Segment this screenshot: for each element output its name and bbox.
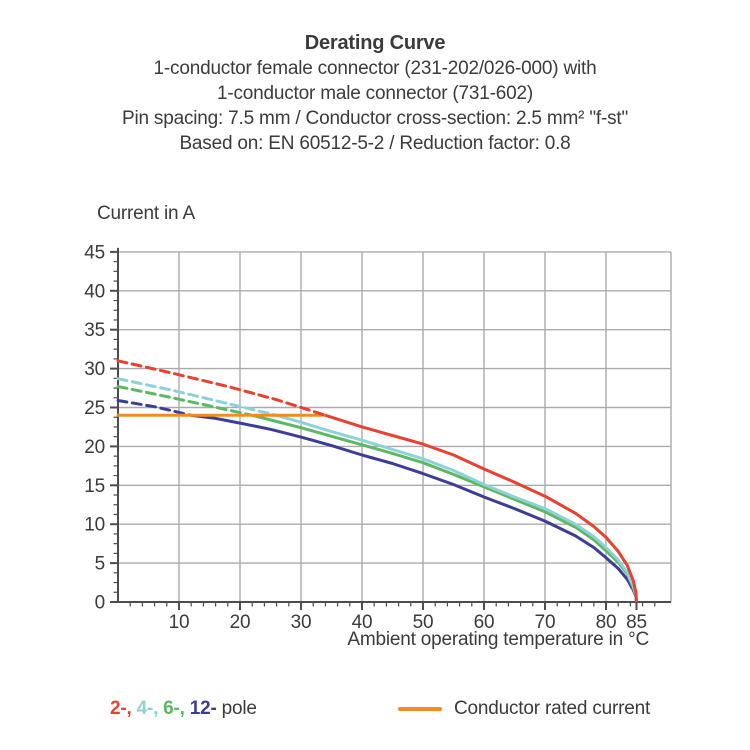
subtitle-line-3: Pin spacing: 7.5 mm / Conductor cross-se…: [121, 108, 628, 129]
x-tick-label: 30: [291, 612, 312, 633]
pole-legend-item: 12-: [189, 698, 217, 719]
y-tick-label: 40: [84, 281, 105, 302]
curve-6-pole-solid: [251, 413, 638, 603]
chart-title: Derating Curve: [304, 32, 446, 54]
x-tick-label: 50: [413, 612, 434, 633]
curve-4-pole-solid: [276, 413, 638, 603]
x-tick-label: 20: [230, 612, 251, 633]
rated-current-label: Conductor rated current: [454, 698, 651, 719]
x-tick-label: 10: [169, 612, 190, 633]
y-tick-label: 25: [84, 398, 105, 419]
x-tick-label: 85: [626, 612, 647, 633]
y-tick-label: 15: [84, 476, 105, 497]
rated-current-line-swatch: [398, 707, 442, 711]
title-block: Derating Curve 1-conductor female connec…: [0, 31, 750, 156]
pole-legend-item: 6-,: [163, 698, 185, 719]
x-tick-label: 40: [352, 612, 373, 633]
pole-legend: 2-, 4-, 6-, 12- pole: [110, 698, 262, 720]
curve-2-pole-solid: [324, 413, 638, 603]
rated-current-legend: Conductor rated current: [398, 698, 650, 720]
pole-legend-item: 2-,: [110, 698, 132, 719]
legend: 2-, 4-, 6-, 12- pole Conductor rated current: [0, 698, 750, 728]
y-tick-label: 30: [84, 359, 105, 380]
y-tick-label: 35: [84, 320, 105, 341]
pole-legend-suffix: pole: [221, 698, 257, 719]
y-tick-label: 0: [95, 593, 105, 614]
y-tick-label: 5: [95, 554, 105, 575]
y-tick-label: 20: [84, 437, 105, 458]
curve-12-pole-solid: [191, 413, 638, 603]
subtitle-line-4: Based on: EN 60512-5-2 / Reduction facto…: [179, 133, 571, 154]
curve-12-pole-dashed: [116, 399, 193, 417]
y-axis-title: Current in A: [97, 203, 195, 224]
x-tick-label: 70: [535, 612, 556, 633]
pole-legend-item: 4-,: [136, 698, 159, 719]
curve-2-pole-dashed: [116, 359, 327, 417]
x-tick-label: 60: [474, 612, 495, 633]
x-axis-title: Ambient operating temperature in °C: [347, 629, 649, 650]
x-tick-label: 80: [596, 612, 617, 633]
curve-4-pole-dashed: [116, 377, 279, 417]
subtitle-line-1: 1-conductor female connector (231-202/02…: [153, 58, 597, 79]
y-tick-label: 45: [84, 242, 105, 263]
subtitle-line-2: 1-conductor male connector (731-602): [217, 83, 533, 104]
curve-6-pole-dashed: [116, 385, 254, 417]
y-tick-label: 10: [84, 515, 105, 536]
